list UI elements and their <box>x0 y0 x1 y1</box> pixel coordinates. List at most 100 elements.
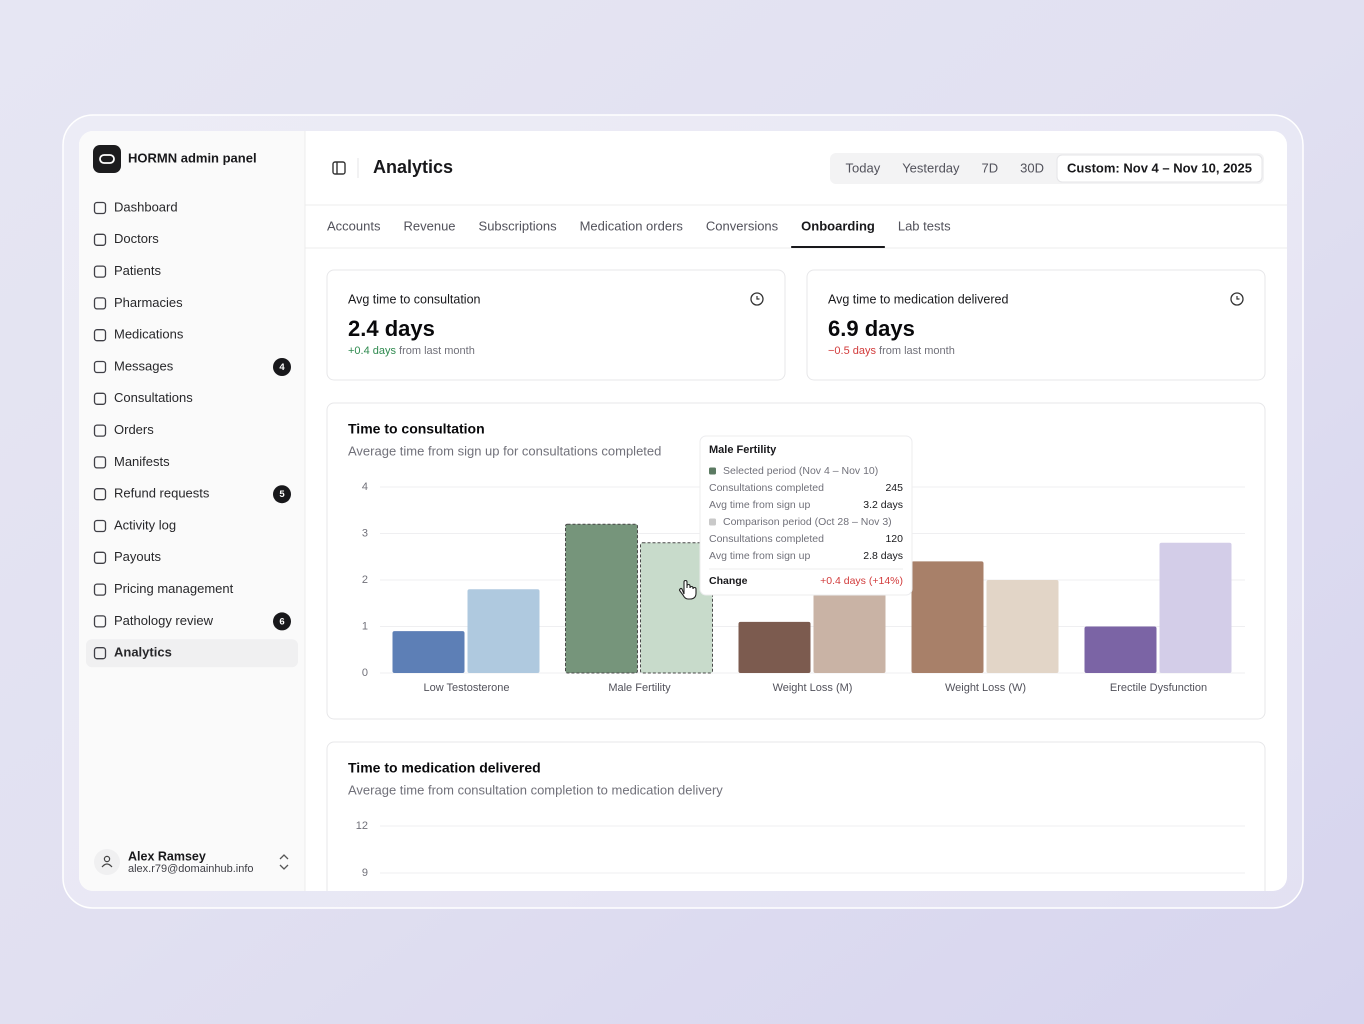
nav-label: Doctors <box>114 231 159 246</box>
nav-item[interactable]: Refund requests 5 <box>93 485 292 504</box>
user-email: alex.r79@domainhub.info <box>128 863 254 875</box>
brand-name: HORMN admin panel <box>128 150 257 165</box>
stat-card <box>806 269 1266 381</box>
range-option[interactable]: 7D <box>982 160 999 175</box>
bar[interactable] <box>1084 626 1157 674</box>
nav-item[interactable]: Consultations <box>93 390 194 405</box>
nav-label: Dashboard <box>114 199 178 214</box>
tooltip-value: 120 <box>885 533 903 545</box>
nav-label: Payouts <box>114 549 161 564</box>
range-option[interactable]: 30D <box>1020 160 1044 175</box>
bar[interactable] <box>986 580 1059 673</box>
tab[interactable]: Onboarding <box>801 218 875 233</box>
nav-item[interactable]: Dashboard <box>93 199 178 215</box>
stat-value: 6.9 days <box>828 316 915 341</box>
chart-title: Time to medication delivered <box>348 760 541 776</box>
tooltip-change: +0.4 days (+14%) <box>820 575 903 587</box>
bar[interactable] <box>467 589 540 673</box>
tooltip <box>699 435 913 596</box>
chart-subtitle: Average time from consultation completio… <box>348 782 723 797</box>
nav-badge <box>273 612 291 631</box>
range-active-bg <box>1056 154 1263 183</box>
chart-title: Time to consultation <box>348 421 485 437</box>
nav-icon <box>93 519 107 533</box>
stat-change: −0.5 days <box>828 345 877 357</box>
tooltip-change-label: Change <box>709 575 748 587</box>
bar[interactable] <box>640 542 713 674</box>
nav-icon <box>93 392 107 405</box>
nav-item[interactable]: Payouts <box>93 549 162 564</box>
nav-item[interactable]: Medications <box>93 327 184 342</box>
tab[interactable]: Medication orders <box>580 218 684 233</box>
tooltip-label: Avg time from sign up <box>709 550 811 562</box>
nav-badge-count: 4 <box>279 362 285 373</box>
x-tick-label: Weight Loss (M) <box>773 682 853 694</box>
nav-item[interactable]: Patients <box>93 263 162 278</box>
y-tick-label: 4 <box>362 481 368 493</box>
user-menu-chevron[interactable] <box>279 854 289 870</box>
tooltip-value: 2.8 days <box>863 550 903 562</box>
nav-icon <box>93 456 107 469</box>
nav-label: Pricing management <box>114 581 234 596</box>
nav-item[interactable]: Pathology review 6 <box>93 612 292 631</box>
sidebar-toggle[interactable] <box>332 161 346 175</box>
range-option[interactable]: Today <box>846 160 881 175</box>
bar[interactable] <box>738 621 811 673</box>
stat-card <box>326 269 786 381</box>
nav-item[interactable]: Analytics <box>86 639 298 668</box>
brand-logo-mark <box>99 154 115 164</box>
nav-badge <box>273 358 291 376</box>
stat-change-suffix: from last month <box>879 345 955 357</box>
bar[interactable] <box>392 631 465 673</box>
nav-item[interactable]: Manifests <box>93 454 171 469</box>
tab[interactable]: Revenue <box>403 218 455 233</box>
nav-icon <box>93 297 107 310</box>
nav-label: Medications <box>114 327 184 342</box>
tab[interactable]: Lab tests <box>898 218 951 233</box>
nav-item[interactable]: Messages 4 <box>93 358 292 376</box>
nav-badge-count: 6 <box>279 616 284 627</box>
nav-label: Pathology review <box>114 613 214 628</box>
tooltip-series: Selected period (Nov 4 – Nov 10) <box>723 465 878 477</box>
x-tick-label: Erectile Dysfunction <box>1110 682 1207 694</box>
nav-icon <box>93 615 107 628</box>
nav-icon <box>93 583 107 596</box>
tab[interactable]: Accounts <box>327 218 381 233</box>
nav-item[interactable]: Pharmacies <box>93 295 184 310</box>
nav-icon <box>93 488 107 501</box>
nav-item[interactable]: Pricing management <box>93 581 234 596</box>
nav-icon <box>93 360 107 374</box>
nav-item[interactable]: Doctors <box>93 231 160 246</box>
tooltip-value: 245 <box>885 482 903 494</box>
bar[interactable] <box>1159 542 1232 673</box>
stat-title: Avg time to medication delivered <box>828 292 1008 306</box>
bar[interactable] <box>911 561 984 673</box>
app-window: HORMN admin panel Analytics Alex Ramsey … <box>79 131 1287 891</box>
nav-active-bg <box>86 639 298 668</box>
bar[interactable] <box>813 593 886 673</box>
nav-item[interactable]: Orders <box>93 422 155 437</box>
page-title: Analytics <box>373 157 453 177</box>
stat-change-suffix: from last month <box>399 345 475 357</box>
tab[interactable]: Conversions <box>706 218 779 233</box>
range-option[interactable]: Yesterday <box>902 160 960 175</box>
y-tick-label: 0 <box>362 667 368 679</box>
nav-label: Analytics <box>114 645 172 660</box>
tooltip-swatch <box>709 518 716 526</box>
nav-item[interactable]: Activity log <box>93 517 177 533</box>
nav-label: Pharmacies <box>114 295 183 310</box>
chart-subtitle: Average time from sign up for consultati… <box>348 443 661 458</box>
user-avatar-head <box>103 855 111 863</box>
tooltip-value: 3.2 days <box>863 499 903 511</box>
nav-label: Orders <box>114 422 154 437</box>
stat-icon <box>1230 292 1244 306</box>
range-option[interactable]: Custom: Nov 4 – Nov 10, 2025 <box>1067 160 1252 175</box>
nav-icon <box>93 201 107 215</box>
nav-label: Patients <box>114 263 161 278</box>
tab[interactable]: Subscriptions <box>479 218 558 233</box>
bar[interactable] <box>565 523 638 674</box>
nav-icon <box>93 265 107 278</box>
x-tick-label: Low Testosterone <box>423 682 509 694</box>
tooltip-title: Male Fertility <box>709 444 777 456</box>
